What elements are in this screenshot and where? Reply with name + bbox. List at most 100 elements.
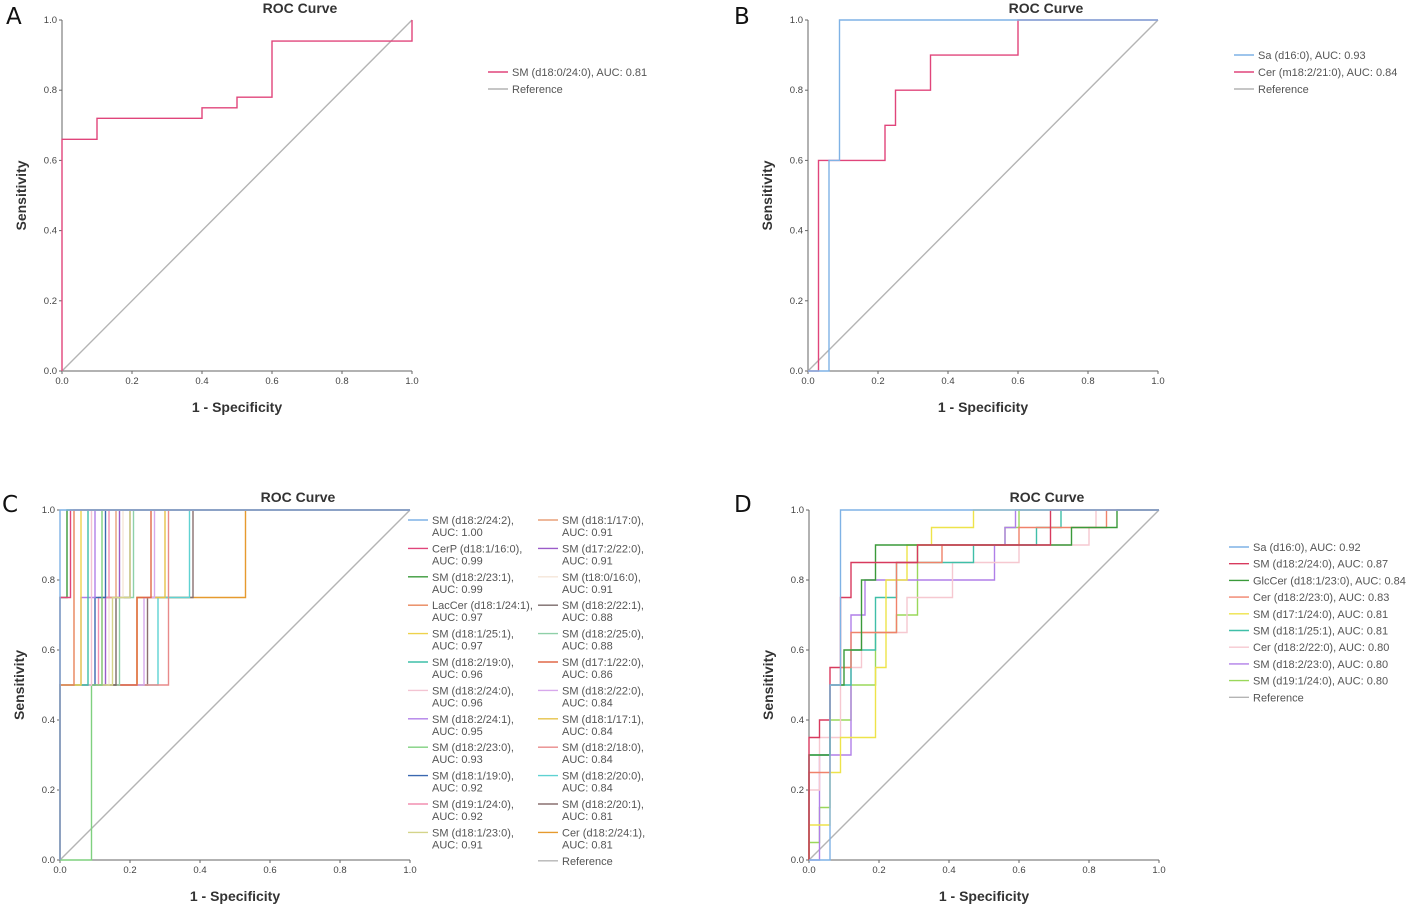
legend-label: SM (d18:1/23:0), — [432, 827, 514, 839]
legend-auc: AUC: 0.99 — [432, 584, 483, 596]
legend-label: SM (d18:2/19:0), — [432, 657, 514, 669]
y-tick-label: 0.6 — [790, 155, 803, 166]
legend-auc: AUC: 0.97 — [432, 612, 483, 624]
legend-label: SM (d18:2/23:0), — [432, 742, 514, 754]
x-tick-label: 0.4 — [195, 376, 208, 387]
legend-label: SM (d19:1/24:0), AUC: 0.80 — [1253, 676, 1388, 688]
legend-label: Cer (d18:2/24:1), — [562, 827, 645, 839]
legend-label: SM (d18:0/24:0), AUC: 0.81 — [512, 67, 647, 79]
legend-label: Reference — [1258, 84, 1309, 96]
y-tick-label: 1.0 — [791, 505, 804, 516]
legend-auc: AUC: 0.81 — [562, 811, 613, 823]
roc-panel-b: B ROC Curve 0.0 0.2 0.4 0.6 0.8 1.0 0.0 0.2 0.4 0.6… — [706, 0, 1413, 450]
y-tick-label: 0.2 — [790, 296, 803, 307]
legend-auc: AUC: 0.92 — [432, 783, 483, 795]
y-tick-label: 0.0 — [791, 855, 804, 866]
y-tick-label: 0.4 — [791, 715, 804, 726]
x-tick-label: 0.4 — [941, 376, 954, 387]
legend-label: SM (d18:1/19:0), — [432, 771, 514, 783]
y-tick-label: 1.0 — [42, 505, 55, 516]
roc-curve-series — [808, 19, 1158, 372]
legend-label: CerP (d18:1/16:0), — [432, 543, 522, 555]
legend-auc: AUC: 0.88 — [562, 612, 613, 624]
y-tick-label: 0.6 — [44, 155, 57, 166]
legend-label: Cer (d18:2/23:0), AUC: 0.83 — [1253, 592, 1389, 604]
legend-label: SM (t18:0/16:0), — [562, 572, 641, 584]
x-tick-label: 0.6 — [263, 865, 276, 876]
legend-label: Sa (d16:0), AUC: 0.93 — [1258, 50, 1366, 62]
legend-auc: AUC: 0.91 — [432, 839, 483, 851]
legend-auc: AUC: 0.91 — [562, 555, 613, 567]
roc-panel-c: C ROC Curve 0.0 0.2 0.4 0.6 0.8 1.0 0.0 0.2 0.4 0.6… — [0, 452, 706, 906]
legend-label: SM (d18:2/25:0), — [562, 629, 644, 641]
x-tick-label: 0.8 — [1081, 376, 1094, 387]
y-axis-label: Sensitivity — [760, 650, 776, 720]
legend-label: SM (d18:2/23:1), — [432, 572, 514, 584]
roc-panel-a: A ROC Curve 0.0 0.2 0.4 0.6 0.8 1.0 0.0 0.2 0.4 0.6… — [0, 0, 706, 450]
roc-curve-series — [61, 20, 413, 371]
chart-title: ROC Curve — [261, 489, 336, 505]
legend-auc: AUC: 0.91 — [562, 584, 613, 596]
roc-curve-series — [59, 509, 410, 860]
x-tick-label: 0.2 — [125, 376, 138, 387]
y-tick-label: 1.0 — [44, 15, 57, 26]
x-tick-label: 1.0 — [405, 376, 418, 387]
roc-chart-b: B ROC Curve 0.0 0.2 0.4 0.6 0.8 1.0 0.0 0.2 0.4 0.6… — [734, 0, 1397, 415]
roc-chart-d: D ROC Curve 0.0 0.2 0.4 0.6 0.8 1.0 0.0 0.2 0.4 0.6… — [734, 489, 1406, 904]
panel-letter: C — [2, 492, 18, 518]
legend-label: SM (d18:2/22:0), — [562, 685, 644, 697]
legend-label: LacCer (d18:1/24:1), — [432, 600, 533, 612]
panel-letter: A — [6, 4, 22, 30]
y-tick-label: 0.4 — [44, 226, 57, 237]
legend-label: GlcCer (d18:1/23:0), AUC: 0.84 — [1253, 575, 1406, 587]
x-tick-label: 0.8 — [335, 376, 348, 387]
legend-auc: AUC: 0.84 — [562, 726, 613, 738]
reference-line — [807, 19, 1159, 372]
legend-auc: AUC: 0.95 — [432, 726, 483, 738]
x-tick-label: 0.6 — [265, 376, 278, 387]
legend-label: Reference — [1253, 692, 1304, 704]
y-tick-label: 0.6 — [791, 645, 804, 656]
y-tick-label: 0.8 — [791, 575, 804, 586]
y-axis-label: Sensitivity — [13, 160, 29, 230]
legend-label: SM (d18:2/18:0), — [562, 742, 644, 754]
y-tick-label: 0.2 — [42, 785, 55, 796]
y-tick-label: 1.0 — [790, 15, 803, 26]
chart-title: ROC Curve — [1010, 489, 1085, 505]
panel-letter: D — [734, 492, 752, 518]
legend-label: SM (d18:2/24:0), — [432, 685, 514, 697]
legend-label: Sa (d16:0), AUC: 0.92 — [1253, 542, 1361, 554]
roc-curve-series — [808, 19, 1158, 372]
legend-label: SM (d18:2/20:1), — [562, 799, 644, 811]
legend-auc: AUC: 0.81 — [562, 839, 613, 851]
legend-label: Reference — [512, 84, 563, 96]
reference-line — [61, 19, 413, 372]
roc-curve-series — [808, 509, 1159, 860]
legend-auc: AUC: 0.91 — [562, 527, 613, 539]
legend-label: SM (d19:1/24:0), — [432, 799, 514, 811]
legend-auc: AUC: 0.96 — [432, 697, 483, 709]
legend-auc: AUC: 0.92 — [432, 811, 483, 823]
roc-curve-series — [809, 509, 1159, 861]
y-axis-label: Sensitivity — [759, 160, 775, 230]
panel-letter: B — [734, 4, 750, 30]
y-tick-label: 0.4 — [790, 226, 803, 237]
y-tick-label: 0.8 — [44, 85, 57, 96]
x-tick-label: 0.2 — [872, 865, 885, 876]
roc-panel-d: D ROC Curve 0.0 0.2 0.4 0.6 0.8 1.0 0.0 0.2 0.4 0.6… — [706, 452, 1413, 906]
legend-label: SM (d18:2/20:0), — [562, 771, 644, 783]
x-axis-label: 1 - Specificity — [190, 888, 280, 904]
y-tick-label: 0.2 — [44, 296, 57, 307]
legend-label: SM (d18:2/22:1), — [562, 600, 644, 612]
x-tick-label: 0.0 — [55, 376, 68, 387]
legend-auc: AUC: 0.84 — [562, 754, 613, 766]
legend-label: Reference — [562, 856, 613, 868]
x-tick-label: 0.8 — [1082, 865, 1095, 876]
y-tick-label: 0.8 — [790, 85, 803, 96]
legend-label: SM (d17:1/22:0), — [562, 657, 644, 669]
legend-label: SM (d18:2/23:0), AUC: 0.80 — [1253, 659, 1388, 671]
x-tick-label: 0.6 — [1011, 376, 1024, 387]
legend-auc: AUC: 0.96 — [432, 669, 483, 681]
legend-label: SM (d18:1/17:0), — [562, 515, 644, 527]
x-tick-label: 0.4 — [942, 865, 955, 876]
